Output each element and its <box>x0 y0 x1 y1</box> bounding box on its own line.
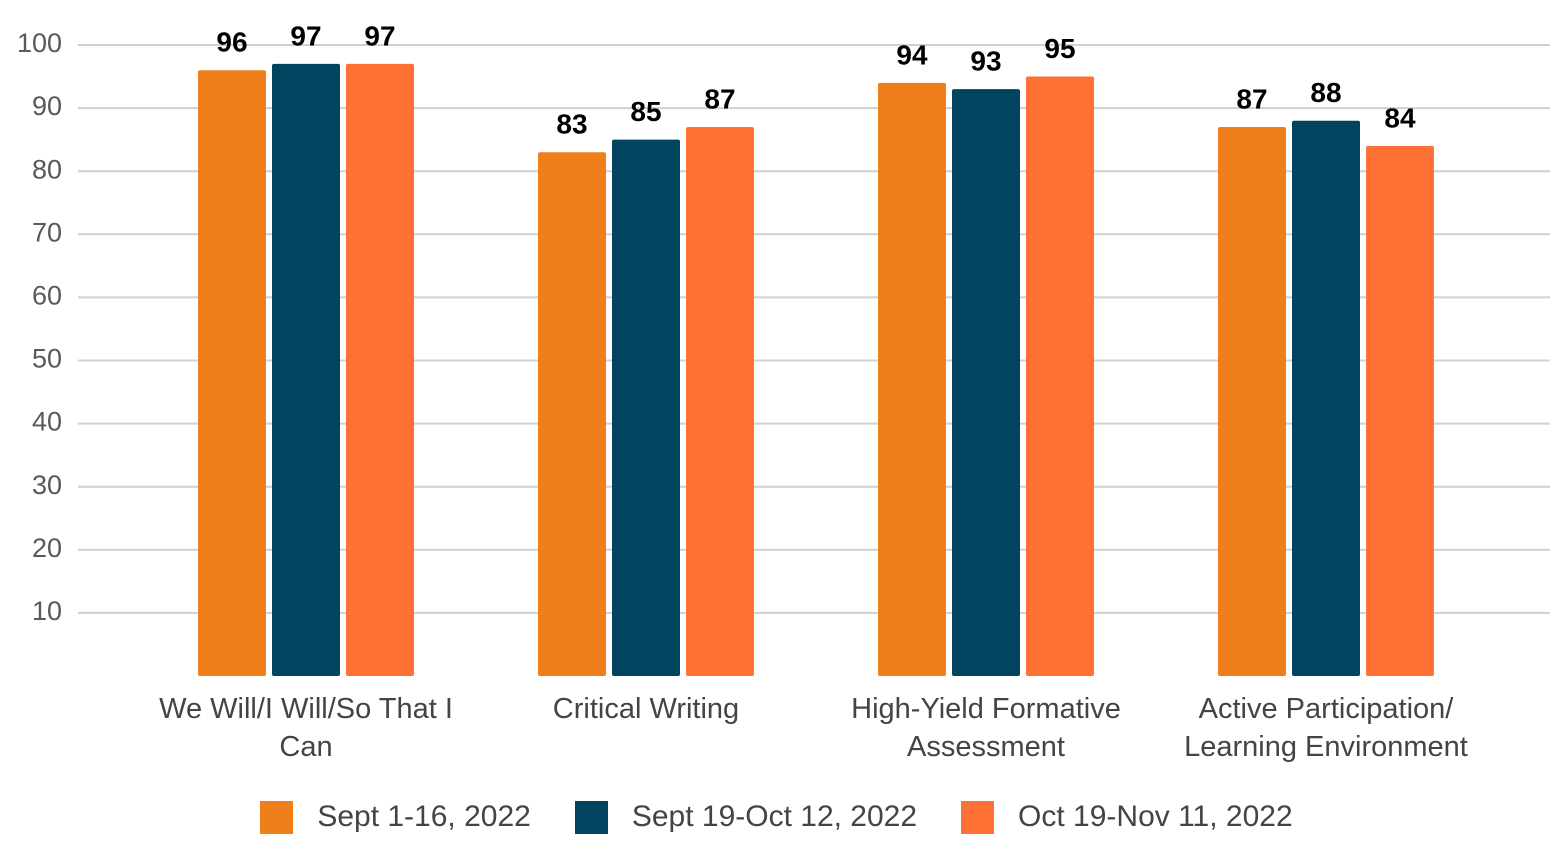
value-label: 95 <box>1044 33 1075 64</box>
y-tick-label: 50 <box>32 344 62 374</box>
value-label: 94 <box>896 39 928 70</box>
bar <box>1026 76 1094 677</box>
y-tick-label: 80 <box>32 154 62 184</box>
value-label: 85 <box>630 96 661 127</box>
value-label: 88 <box>1310 77 1341 108</box>
y-tick-label: 70 <box>32 217 62 247</box>
y-tick-label: 30 <box>32 470 62 500</box>
value-label: 83 <box>556 109 587 140</box>
bar <box>612 139 680 676</box>
value-label: 87 <box>1236 83 1267 114</box>
value-label: 96 <box>216 27 247 58</box>
y-tick-label: 20 <box>32 533 62 563</box>
legend-label: Sept 19-Oct 12, 2022 <box>631 800 918 833</box>
bar <box>1292 120 1360 677</box>
legend-swatch <box>961 800 995 834</box>
x-tick-label: We Will/I Will/So That I Can <box>159 693 453 763</box>
y-tick-label: 90 <box>32 91 62 121</box>
bar <box>878 82 946 677</box>
legend-label: Sept 1-16, 2022 <box>317 800 531 833</box>
value-label: 84 <box>1384 102 1416 133</box>
value-label: 97 <box>290 20 321 51</box>
bar <box>538 152 606 676</box>
y-tick-label: 40 <box>32 407 62 437</box>
legend-swatch <box>574 800 608 834</box>
value-label: 93 <box>970 46 1001 77</box>
value-label: 97 <box>364 20 395 51</box>
y-tick-label: 100 <box>17 28 62 58</box>
legend-item: Oct 19-Nov 11, 2022 <box>961 800 1293 834</box>
bar <box>272 63 340 677</box>
y-tick-label: 10 <box>32 596 62 626</box>
x-tick-label: Active Participation/ Learning Environme… <box>1184 693 1468 763</box>
x-tick-label: Critical Writing <box>552 693 740 725</box>
legend-item: Sept 19-Oct 12, 2022 <box>574 800 918 834</box>
legend-label: Oct 19-Nov 11, 2022 <box>1018 800 1293 833</box>
legend-swatch <box>260 800 294 834</box>
y-tick-label: 60 <box>32 281 62 311</box>
bar <box>346 63 414 677</box>
legend: Sept 1-16, 2022 Sept 19-Oct 12, 2022 Oct 1… <box>0 800 1553 834</box>
legend-item: Sept 1-16, 2022 <box>260 800 531 834</box>
bar <box>1366 145 1434 676</box>
x-tick-label: High-Yield Formative Assessment <box>851 693 1121 763</box>
bar <box>198 70 266 677</box>
bar <box>1218 127 1286 676</box>
bar <box>952 89 1020 677</box>
value-label: 87 <box>704 83 735 114</box>
bar <box>686 127 754 676</box>
